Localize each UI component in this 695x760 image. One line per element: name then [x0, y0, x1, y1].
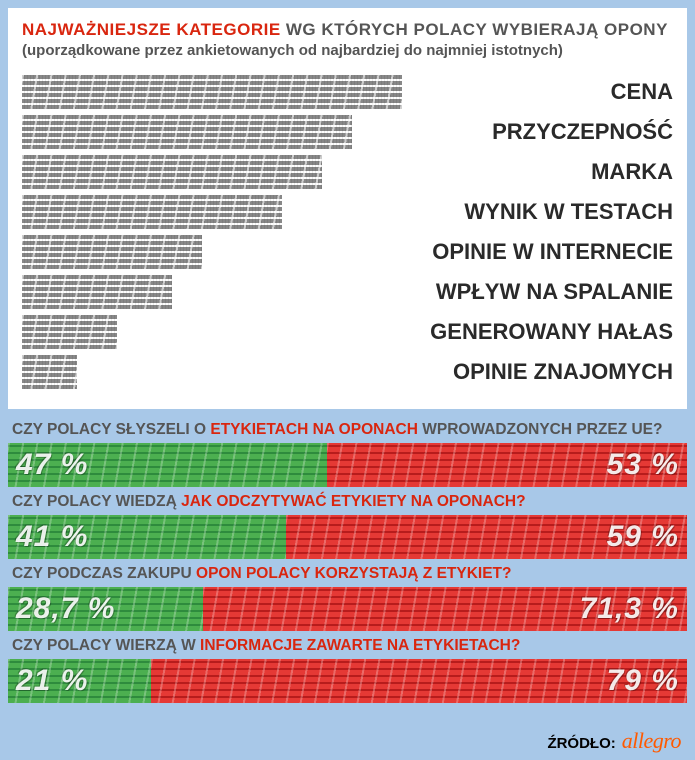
category-label: PRZYCZEPNOŚĆ: [352, 119, 673, 145]
title-red-part: NAJWAŻNIEJSZE KATEGORIE: [22, 20, 281, 39]
question-post: WPROWADZONYCH PRZEZ UE?: [418, 421, 663, 438]
segment-green: 41 %: [8, 515, 286, 559]
question-pre: CZY POLACY WIEDZĄ: [12, 493, 181, 510]
segment-red: 79 %: [151, 659, 687, 703]
category-label: GENEROWANY HAŁAS: [117, 319, 673, 345]
segment-green: 21 %: [8, 659, 151, 703]
category-label: OPINIE W INTERNECIE: [202, 239, 673, 265]
question-highlight: INFORMACJE ZAWARTE NA ETYKIETACH?: [200, 637, 520, 654]
source-line: ŹRÓDŁO: allegro: [547, 728, 681, 754]
categories-panel: NAJWAŻNIEJSZE KATEGORIE WG KTÓRYCH POLAC…: [8, 8, 687, 409]
category-row: MARKA: [22, 153, 673, 191]
question-block: CZY POLACY SŁYSZELI O ETYKIETACH NA OPON…: [8, 421, 687, 487]
pct-red: 71,3 %: [572, 592, 687, 626]
segment-green: 47 %: [8, 443, 327, 487]
category-row: OPINIE W INTERNECIE: [22, 233, 673, 271]
category-label: OPINIE ZNAJOMYCH: [77, 359, 673, 385]
question-text: CZY POLACY WIERZĄ W INFORMACJE ZAWARTE N…: [12, 637, 687, 655]
category-bar: [22, 195, 282, 229]
question-pre: CZY PODCZAS ZAKUPU: [12, 565, 196, 582]
category-row: WYNIK W TESTACH: [22, 193, 673, 231]
category-label: WPŁYW NA SPALANIE: [172, 279, 673, 305]
questions-section: CZY POLACY SŁYSZELI O ETYKIETACH NA OPON…: [8, 421, 687, 703]
category-bar: [22, 155, 322, 189]
source-label: ŹRÓDŁO:: [547, 735, 615, 752]
category-row: GENEROWANY HAŁAS: [22, 313, 673, 351]
pct-red: 53 %: [599, 448, 687, 482]
category-bar: [22, 115, 352, 149]
pct-green: 41 %: [8, 520, 96, 554]
category-row: CENA: [22, 73, 673, 111]
question-pre: CZY POLACY WIERZĄ W: [12, 637, 200, 654]
subtitle: (uporządkowane przez ankietowanych od na…: [22, 42, 673, 59]
categories-list: CENA PRZYCZEPNOŚĆ MARKA WYNIK W TESTACH OPIN…: [22, 73, 673, 391]
stacked-bar: 21 % 79 %: [8, 659, 687, 703]
segment-red: 53 %: [327, 443, 687, 487]
title-line-1: NAJWAŻNIEJSZE KATEGORIE WG KTÓRYCH POLAC…: [22, 20, 673, 40]
title-rest-part: WG KTÓRYCH POLACY WYBIERAJĄ OPONY: [281, 20, 668, 39]
category-label: MARKA: [322, 159, 673, 185]
category-row: OPINIE ZNAJOMYCH: [22, 353, 673, 391]
stacked-bar: 41 % 59 %: [8, 515, 687, 559]
question-text: CZY POLACY SŁYSZELI O ETYKIETACH NA OPON…: [12, 421, 687, 439]
category-row: WPŁYW NA SPALANIE: [22, 273, 673, 311]
category-bar: [22, 315, 117, 349]
category-row: PRZYCZEPNOŚĆ: [22, 113, 673, 151]
pct-red: 79 %: [599, 664, 687, 698]
category-bar: [22, 355, 77, 389]
question-block: CZY PODCZAS ZAKUPU OPON POLACY KORZYSTAJ…: [8, 565, 687, 631]
category-bar: [22, 235, 202, 269]
question-pre: CZY POLACY SŁYSZELI O: [12, 421, 210, 438]
stacked-bar: 47 % 53 %: [8, 443, 687, 487]
pct-green: 28,7 %: [8, 592, 123, 626]
question-text: CZY PODCZAS ZAKUPU OPON POLACY KORZYSTAJ…: [12, 565, 687, 583]
segment-green: 28,7 %: [8, 587, 203, 631]
question-highlight: JAK ODCZYTYWAĆ ETYKIETY NA OPONACH?: [181, 493, 525, 510]
category-label: CENA: [402, 79, 673, 105]
pct-green: 47 %: [8, 448, 96, 482]
category-bar: [22, 75, 402, 109]
category-bar: [22, 275, 172, 309]
stacked-bar: 28,7 % 71,3 %: [8, 587, 687, 631]
segment-red: 71,3 %: [203, 587, 687, 631]
question-block: CZY POLACY WIEDZĄ JAK ODCZYTYWAĆ ETYKIET…: [8, 493, 687, 559]
category-label: WYNIK W TESTACH: [282, 199, 673, 225]
question-block: CZY POLACY WIERZĄ W INFORMACJE ZAWARTE N…: [8, 637, 687, 703]
brand-logo: allegro: [622, 728, 681, 754]
segment-red: 59 %: [286, 515, 687, 559]
question-highlight: OPON POLACY KORZYSTAJĄ Z ETYKIET?: [196, 565, 511, 582]
pct-green: 21 %: [8, 664, 96, 698]
pct-red: 59 %: [599, 520, 687, 554]
question-text: CZY POLACY WIEDZĄ JAK ODCZYTYWAĆ ETYKIET…: [12, 493, 687, 511]
question-highlight: ETYKIETACH NA OPONACH: [210, 421, 418, 438]
